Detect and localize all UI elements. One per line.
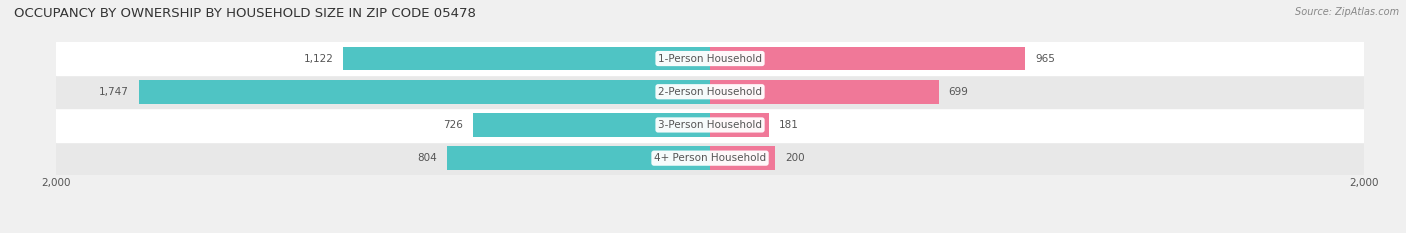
Bar <box>710 80 939 104</box>
Text: 4+ Person Household: 4+ Person Household <box>654 153 766 163</box>
Text: 1,122: 1,122 <box>304 54 333 64</box>
Bar <box>710 146 776 170</box>
Text: 726: 726 <box>443 120 463 130</box>
Text: 181: 181 <box>779 120 799 130</box>
Text: 804: 804 <box>418 153 437 163</box>
Text: 200: 200 <box>785 153 804 163</box>
Bar <box>56 142 1364 175</box>
Bar <box>56 75 1364 108</box>
Text: 2-Person Household: 2-Person Household <box>658 87 762 97</box>
Text: 699: 699 <box>948 87 969 97</box>
Bar <box>710 113 769 137</box>
Text: Source: ZipAtlas.com: Source: ZipAtlas.com <box>1295 7 1399 17</box>
Bar <box>472 113 710 137</box>
Bar <box>56 108 1364 142</box>
Text: OCCUPANCY BY OWNERSHIP BY HOUSEHOLD SIZE IN ZIP CODE 05478: OCCUPANCY BY OWNERSHIP BY HOUSEHOLD SIZE… <box>14 7 477 20</box>
Bar <box>343 47 710 71</box>
Bar <box>56 42 1364 75</box>
Text: 3-Person Household: 3-Person Household <box>658 120 762 130</box>
Bar <box>710 47 1025 71</box>
Bar <box>447 146 710 170</box>
Text: 965: 965 <box>1035 54 1054 64</box>
Bar <box>139 80 710 104</box>
Text: 1,747: 1,747 <box>100 87 129 97</box>
Text: 1-Person Household: 1-Person Household <box>658 54 762 64</box>
